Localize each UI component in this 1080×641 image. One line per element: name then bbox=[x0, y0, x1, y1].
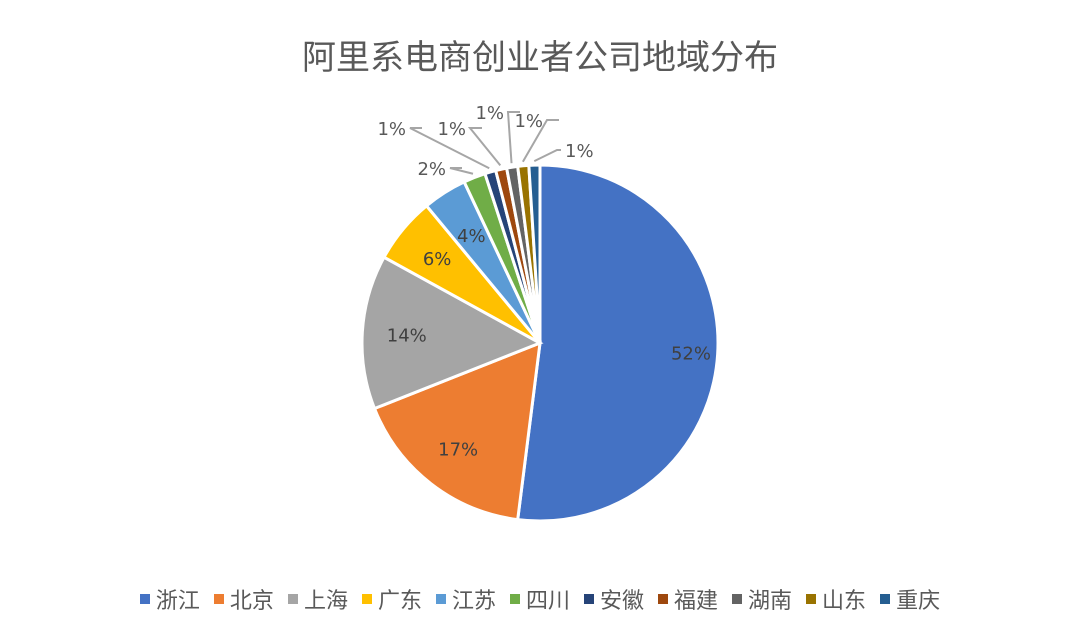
legend-item-10: 重庆 bbox=[880, 583, 940, 615]
leader-line-6 bbox=[409, 127, 490, 170]
legend-label: 重庆 bbox=[896, 589, 941, 614]
legend-label: 广东 bbox=[377, 589, 422, 614]
legend-swatch bbox=[139, 594, 150, 604]
data-label-3: 6% bbox=[423, 249, 452, 270]
pie-slice-0 bbox=[516, 163, 720, 523]
legend-item-3: 广东 bbox=[361, 583, 422, 615]
leader-line-8 bbox=[506, 111, 520, 164]
leader-line-5 bbox=[449, 167, 474, 175]
data-label-6: 1% bbox=[377, 119, 406, 140]
data-label-0: 52% bbox=[671, 344, 711, 365]
pie-slice-10 bbox=[527, 163, 542, 344]
legend-item-0: 浙江 bbox=[139, 583, 200, 615]
legend-swatch bbox=[880, 594, 891, 604]
data-label-1: 17% bbox=[438, 439, 478, 460]
legend-label: 江苏 bbox=[451, 589, 496, 614]
leader-line-7 bbox=[467, 127, 502, 167]
legend-label: 浙江 bbox=[155, 589, 200, 614]
legend-swatch bbox=[287, 594, 298, 604]
pie-slice-2 bbox=[360, 255, 544, 411]
leader-line-10 bbox=[533, 149, 561, 162]
legend-item-7: 福建 bbox=[658, 583, 718, 615]
data-label-8: 1% bbox=[475, 103, 504, 124]
legend-label: 安徽 bbox=[600, 589, 645, 614]
legend-swatch bbox=[361, 594, 372, 604]
legend-label: 福建 bbox=[674, 589, 719, 614]
legend-item-2: 上海 bbox=[287, 583, 348, 615]
chart-title: 阿里系电商创业者公司地域分布 bbox=[302, 38, 778, 78]
legend-swatch bbox=[509, 594, 520, 604]
legend-swatch bbox=[435, 594, 446, 604]
legend: 浙江 北京 上海 广东 江苏 四川 安徽 福建 湖南 山东 重庆 bbox=[0, 583, 1080, 615]
data-label-10: 1% bbox=[565, 141, 594, 162]
legend-item-9: 山东 bbox=[806, 583, 866, 615]
legend-label: 上海 bbox=[303, 589, 348, 614]
data-label-5: 2% bbox=[417, 159, 446, 180]
legend-swatch bbox=[732, 594, 743, 604]
legend-swatch bbox=[584, 594, 594, 604]
legend-label: 四川 bbox=[525, 589, 570, 614]
legend-label: 湖南 bbox=[748, 589, 793, 614]
legend-swatch bbox=[213, 594, 224, 604]
legend-item-8: 湖南 bbox=[732, 583, 792, 615]
legend-swatch bbox=[806, 594, 817, 604]
legend-label: 山东 bbox=[822, 589, 867, 614]
legend-swatch bbox=[658, 594, 669, 604]
legend-item-5: 四川 bbox=[509, 583, 570, 615]
legend-item-4: 江苏 bbox=[435, 583, 496, 615]
leader-line-9 bbox=[522, 119, 559, 163]
pie-slice-1 bbox=[372, 340, 542, 522]
data-label-4: 4% bbox=[457, 226, 486, 247]
data-label-9: 1% bbox=[514, 111, 543, 132]
data-label-7: 1% bbox=[437, 119, 466, 140]
legend-label: 北京 bbox=[229, 589, 274, 614]
legend-item-6: 安徽 bbox=[584, 583, 644, 615]
data-label-2: 14% bbox=[387, 326, 427, 347]
legend-item-1: 北京 bbox=[213, 583, 274, 615]
